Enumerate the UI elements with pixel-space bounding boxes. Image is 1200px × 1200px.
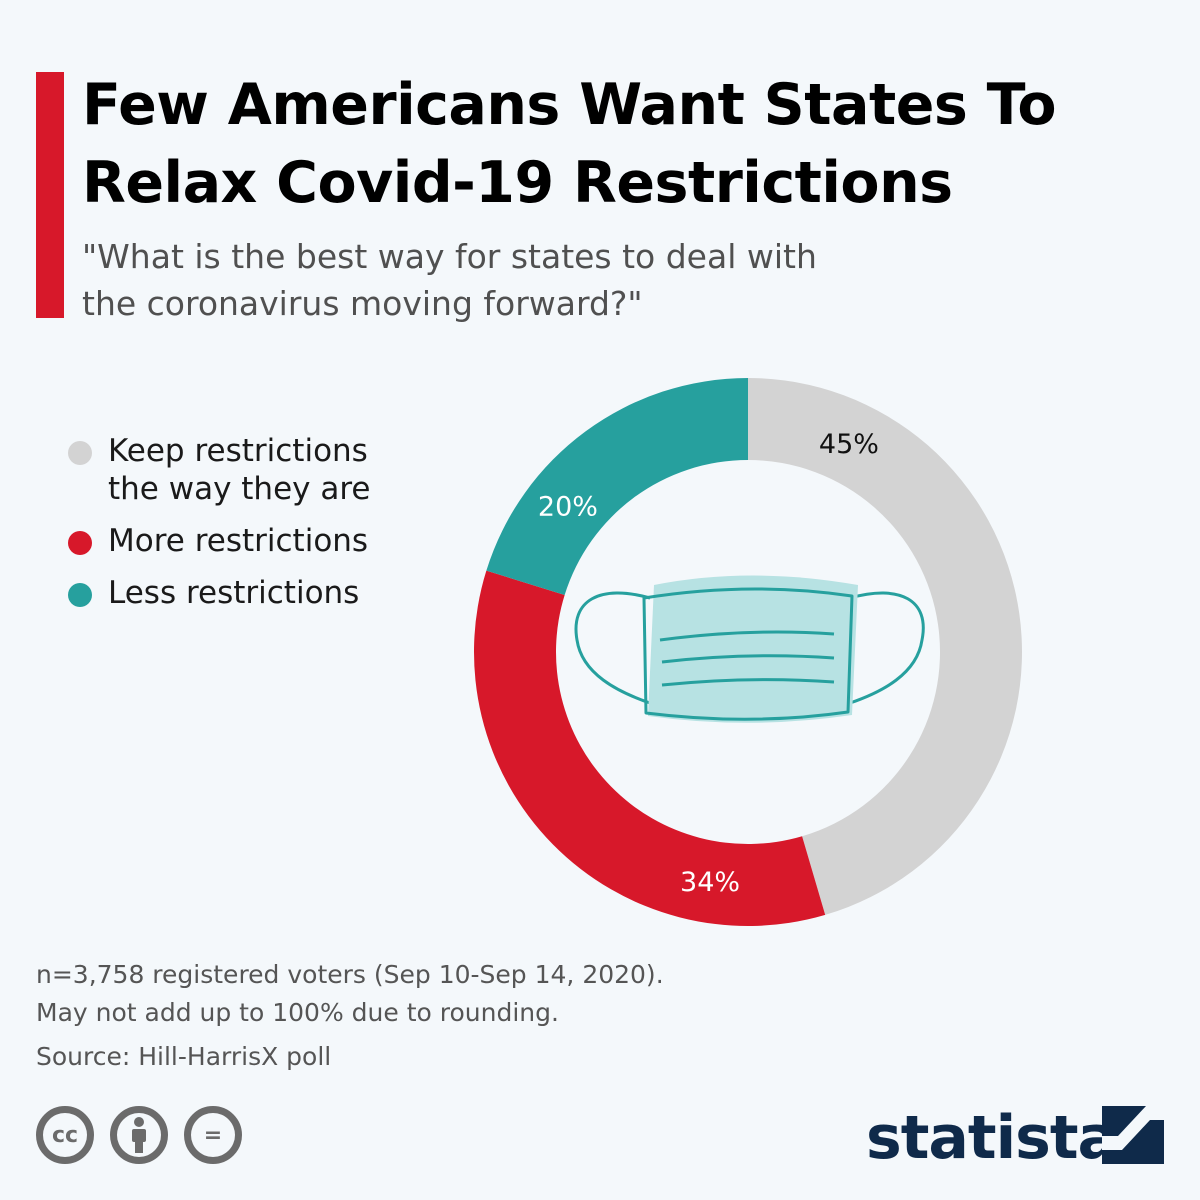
- no-derivatives-icon[interactable]: =: [184, 1106, 242, 1164]
- chart-legend: Keep restrictions the way they are More …: [66, 432, 426, 626]
- legend-label-more: More restrictions: [108, 523, 369, 559]
- title-accent-bar: [36, 72, 64, 318]
- sample-note: n=3,758 registered voters (Sep 10-Sep 14…: [36, 960, 664, 989]
- donut-slice-more: [473, 570, 826, 926]
- legend-label-less: Less restrictions: [108, 575, 360, 611]
- creative-commons-icon[interactable]: cc: [36, 1106, 94, 1164]
- statista-logo-text[interactable]: statista: [866, 1103, 1118, 1173]
- donut-label-more: 34%: [680, 867, 740, 898]
- license-icons: cc =: [36, 1106, 242, 1164]
- legend-swatch-less: [68, 583, 92, 607]
- rounding-note: May not add up to 100% due to rounding.: [36, 998, 559, 1027]
- donut-slices: [473, 378, 1022, 926]
- donut-slice-keep: [748, 378, 1022, 915]
- legend-item-keep: Keep restrictions the way they are: [66, 432, 426, 508]
- legend-swatch-keep: [68, 441, 92, 465]
- legend-swatch-more: [68, 531, 92, 555]
- person-glyph: [132, 1117, 146, 1153]
- legend-item-more: More restrictions: [66, 522, 426, 560]
- legend-item-less: Less restrictions: [66, 574, 426, 612]
- statista-logo-icon[interactable]: [1102, 1106, 1164, 1164]
- chart-subtitle: "What is the best way for states to deal…: [82, 237, 817, 323]
- page-title: Few Americans Want States To Relax Covid…: [82, 72, 1057, 216]
- donut-label-keep: 45%: [819, 429, 879, 460]
- legend-label-keep-line2: the way they are: [108, 471, 371, 507]
- chart-notes: n=3,758 registered voters (Sep 10-Sep 14…: [36, 956, 836, 1076]
- attribution-person-icon[interactable]: [110, 1106, 168, 1164]
- legend-label-keep-line1: Keep restrictions: [108, 433, 368, 469]
- donut-label-less: 20%: [538, 492, 598, 523]
- donut-slice-labels: 45% 34% 20%: [538, 429, 879, 898]
- source-note: Source: Hill-HarrisX poll: [36, 1042, 332, 1071]
- donut-slice-less: [486, 378, 748, 595]
- face-mask-icon: [574, 575, 925, 723]
